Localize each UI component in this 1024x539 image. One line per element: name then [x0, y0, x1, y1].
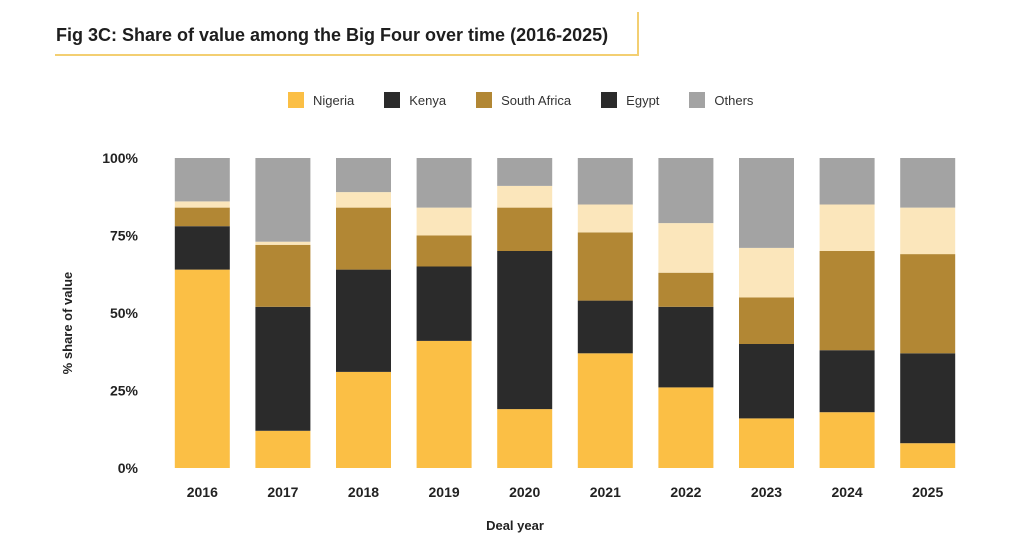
- legend-item-kenya: Kenya: [384, 92, 446, 108]
- legend-swatch: [601, 92, 618, 108]
- bar-2024-nigeria: [819, 412, 875, 468]
- legend-item-others: Others: [689, 92, 753, 108]
- legend-item-south-africa: South Africa: [476, 92, 571, 108]
- bar-2023-egypt: [739, 247, 794, 298]
- bar-2022-nigeria: [658, 387, 714, 468]
- bar-2018-nigeria: [336, 371, 391, 468]
- bar-2023-others: [739, 158, 794, 248]
- bar-2018-egypt: [336, 192, 391, 208]
- bar-2022-south-africa: [658, 272, 714, 307]
- x-tick-label: 2021: [590, 484, 621, 500]
- y-tick-label: 25%: [110, 383, 139, 399]
- bar-2020-egypt: [497, 185, 553, 208]
- bar-2021-kenya: [577, 300, 633, 354]
- bar-2021-others: [577, 158, 633, 205]
- bar-2020-south-africa: [497, 207, 553, 251]
- bar-2024-kenya: [819, 350, 875, 413]
- bar-2024-egypt: [819, 204, 875, 251]
- bar-2017-nigeria: [255, 430, 311, 468]
- bar-2025-kenya: [900, 353, 956, 444]
- legend-swatch: [476, 92, 493, 108]
- bar-2017-others: [255, 158, 311, 242]
- bar-2019-south-africa: [416, 235, 472, 267]
- bar-2016-south-africa: [174, 207, 230, 227]
- y-axis-title: % share of value: [60, 272, 75, 375]
- bar-2024-south-africa: [819, 251, 875, 351]
- bar-2019-nigeria: [416, 340, 472, 468]
- legend: Nigeria Kenya South Africa Egypt Others: [288, 89, 783, 111]
- y-tick-label: 50%: [110, 305, 139, 321]
- bar-2020-kenya: [497, 251, 553, 410]
- bar-2023-south-africa: [739, 297, 794, 344]
- bar-2021-egypt: [577, 204, 633, 233]
- legend-swatch: [288, 92, 304, 108]
- bar-2022-others: [658, 158, 714, 224]
- bar-2018-kenya: [336, 269, 391, 372]
- bar-2021-south-africa: [577, 232, 633, 301]
- x-tick-label: 2025: [912, 484, 943, 500]
- x-tick-label: 2022: [670, 484, 701, 500]
- bars: [174, 158, 956, 468]
- bar-2018-others: [336, 158, 391, 193]
- legend-label: Nigeria: [313, 92, 355, 108]
- bar-2022-egypt: [658, 223, 714, 273]
- bar-2022-kenya: [658, 306, 714, 388]
- bar-2018-south-africa: [336, 207, 391, 270]
- bar-2025-egypt: [900, 207, 956, 255]
- title-frame: [55, 12, 639, 56]
- x-tick-label: 2017: [267, 484, 298, 500]
- x-tick-label: 2020: [509, 484, 540, 500]
- bar-2025-nigeria: [900, 443, 956, 468]
- chart-title: Fig 3C: Share of value among the Big Fou…: [56, 25, 609, 45]
- legend-swatch: [384, 92, 401, 108]
- bar-2023-kenya: [739, 344, 794, 419]
- bar-2017-egypt: [255, 241, 311, 245]
- y-tick-label: 0%: [118, 460, 139, 476]
- legend-label: Kenya: [409, 92, 447, 108]
- legend-label: Others: [714, 92, 754, 108]
- y-axis-ticks: 0% 25% 50% 75% 100%: [102, 150, 138, 476]
- y-tick-label: 100%: [102, 150, 138, 166]
- x-tick-label: 2019: [429, 484, 460, 500]
- bar-2020-others: [497, 158, 553, 186]
- legend-item-nigeria: Nigeria: [288, 92, 354, 108]
- bar-2017-kenya: [255, 306, 311, 431]
- x-tick-label: 2024: [832, 484, 863, 500]
- legend-label: Egypt: [626, 92, 660, 108]
- legend-swatch: [689, 92, 706, 108]
- bar-2016-egypt: [174, 201, 230, 208]
- bar-2025-others: [900, 158, 956, 208]
- x-tick-label: 2023: [751, 484, 782, 500]
- bar-2021-nigeria: [577, 353, 633, 468]
- bar-2016-kenya: [174, 226, 230, 270]
- x-tick-label: 2016: [187, 484, 218, 500]
- bar-2016-nigeria: [174, 269, 230, 468]
- legend-label: South Africa: [501, 92, 572, 108]
- legend-item-egypt: Egypt: [601, 92, 659, 108]
- bar-2017-south-africa: [255, 244, 311, 307]
- bar-2016-others: [174, 158, 230, 202]
- y-tick-label: 75%: [110, 228, 139, 244]
- x-tick-label: 2018: [348, 484, 379, 500]
- x-axis-ticks: 2016 2017 2018 2019 2020 2021 2022 2023 2024 2025: [187, 484, 944, 500]
- bar-2019-others: [416, 158, 472, 208]
- x-axis-title: Deal year: [486, 518, 544, 533]
- bar-2024-others: [819, 158, 875, 205]
- bar-2019-kenya: [416, 266, 472, 341]
- bar-2020-nigeria: [497, 409, 553, 468]
- bar-2025-south-africa: [900, 254, 956, 354]
- bar-2023-nigeria: [739, 418, 794, 468]
- bar-2019-egypt: [416, 207, 472, 236]
